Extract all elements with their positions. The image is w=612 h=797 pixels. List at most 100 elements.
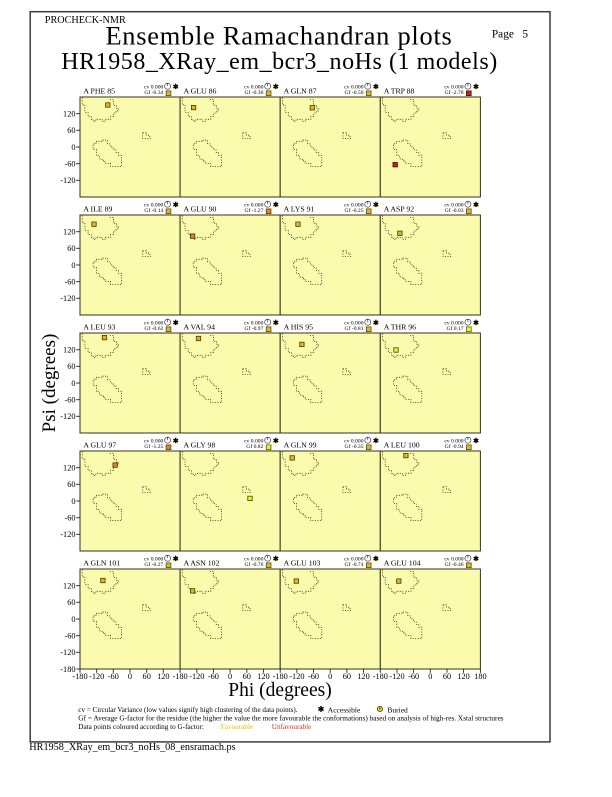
svg-text:0: 0	[228, 672, 232, 681]
svg-text:0: 0	[428, 672, 432, 681]
svg-text:Phi (degrees): Phi (degrees)	[228, 680, 331, 701]
svg-text:A ILE 89: A ILE 89	[83, 205, 112, 214]
svg-text:A LYS 91: A LYS 91	[284, 205, 315, 214]
svg-text:Gf -0.34: Gf -0.34	[144, 89, 163, 96]
svg-text:-60: -60	[64, 632, 75, 641]
svg-text:A TRP 88: A TRP 88	[384, 87, 415, 96]
svg-text:0: 0	[71, 615, 75, 624]
svg-text:0: 0	[71, 497, 75, 506]
svg-text:-180: -180	[72, 672, 87, 681]
svg-text:cv 0.000: cv 0.000	[444, 556, 463, 562]
svg-text:Gf -0.35: Gf -0.35	[345, 443, 364, 450]
svg-text:cv 0.000: cv 0.000	[144, 320, 163, 326]
svg-text:-60: -60	[64, 160, 75, 169]
svg-text:120: 120	[357, 672, 369, 681]
svg-text:-120: -120	[389, 672, 404, 681]
svg-text:0: 0	[328, 672, 332, 681]
svg-text:120: 120	[63, 582, 75, 591]
svg-text:Gf -0.94: Gf -0.94	[445, 443, 464, 450]
svg-text:cv 0.000: cv 0.000	[344, 84, 363, 90]
svg-text:A THR 96: A THR 96	[384, 323, 416, 332]
svg-text:A ASP 92: A ASP 92	[384, 205, 415, 214]
svg-text:Gf -0.03: Gf -0.03	[445, 207, 464, 214]
svg-text:A HIS 95: A HIS 95	[284, 323, 314, 332]
svg-text:-120: -120	[60, 648, 75, 657]
svg-text:-120: -120	[60, 176, 75, 185]
svg-text:A GLU 97: A GLU 97	[83, 441, 116, 450]
svg-text:180: 180	[474, 672, 486, 681]
svg-text:cv 0.000: cv 0.000	[444, 202, 463, 208]
svg-text:-60: -60	[408, 672, 419, 681]
svg-text:-120: -120	[60, 412, 75, 421]
svg-text:Gf -1.25: Gf -1.25	[144, 443, 163, 450]
svg-text:-60: -60	[64, 278, 75, 287]
svg-text:cv 0.000: cv 0.000	[144, 556, 163, 562]
svg-text:A LEU 100: A LEU 100	[384, 441, 420, 450]
svg-text:60: 60	[67, 244, 75, 253]
svg-text:A GLU 90: A GLU 90	[184, 205, 217, 214]
svg-text:Gf -0.97: Gf -0.97	[244, 325, 263, 332]
svg-text:A PHE 85: A PHE 85	[83, 87, 115, 96]
svg-text:cv 0.000: cv 0.000	[344, 438, 363, 444]
svg-text:60: 60	[143, 672, 151, 681]
svg-text:PROCHECK-NMR: PROCHECK-NMR	[45, 15, 126, 26]
svg-text:Gf -0.76: Gf -0.76	[244, 561, 263, 568]
svg-text:Page 5: Page 5	[492, 29, 528, 41]
svg-text:Gf -0.50: Gf -0.50	[345, 89, 364, 96]
svg-text:cv 0.000: cv 0.000	[444, 438, 463, 444]
svg-text:Gf -0.14: Gf -0.14	[144, 207, 163, 214]
svg-text:cv = Circular Variance (low va: cv = Circular Variance (low values signi…	[78, 706, 297, 714]
svg-text:0: 0	[71, 261, 75, 270]
svg-text:cv 0.000: cv 0.000	[344, 320, 363, 326]
svg-text:Gf -0.62: Gf -0.62	[144, 325, 163, 332]
svg-text:cv 0.000: cv 0.000	[244, 84, 263, 90]
svg-text:Gf -0.74: Gf -0.74	[345, 561, 364, 568]
svg-text:Psi (degrees): Psi (degrees)	[39, 334, 60, 433]
svg-text:Data points coloured according: Data points coloured according to G-fact…	[78, 723, 204, 731]
svg-text:60: 60	[243, 672, 251, 681]
svg-text:0: 0	[71, 143, 75, 152]
svg-text:A GLU 103: A GLU 103	[284, 559, 321, 568]
svg-text:cv 0.000: cv 0.000	[144, 202, 163, 208]
svg-text:Unfavourable: Unfavourable	[272, 723, 312, 731]
svg-text:cv 0.000: cv 0.000	[344, 556, 363, 562]
svg-text:-180: -180	[273, 672, 288, 681]
svg-text:60: 60	[67, 362, 75, 371]
svg-text:Gf -0.27: Gf -0.27	[144, 561, 163, 568]
svg-text:Buried: Buried	[387, 705, 408, 714]
svg-text:Gf -0.36: Gf -0.36	[244, 89, 263, 96]
svg-text:-120: -120	[60, 294, 75, 303]
svg-text:0: 0	[128, 672, 132, 681]
svg-text:Gf 0.82: Gf 0.82	[246, 443, 263, 450]
svg-text:-180: -180	[373, 672, 388, 681]
svg-text:60: 60	[67, 480, 75, 489]
svg-text:-180: -180	[172, 672, 187, 681]
svg-text:A GLN 101: A GLN 101	[83, 559, 120, 568]
svg-text:-60: -60	[208, 672, 219, 681]
svg-text:-60: -60	[308, 672, 319, 681]
svg-text:cv 0.000: cv 0.000	[144, 438, 163, 444]
svg-text:cv 0.000: cv 0.000	[244, 438, 263, 444]
svg-text:60: 60	[443, 672, 451, 681]
svg-text:120: 120	[63, 346, 75, 355]
svg-text:-120: -120	[289, 672, 304, 681]
svg-text:-60: -60	[64, 396, 75, 405]
svg-text:Gf = Average G-factor for the: Gf = Average G-factor for the residue (t…	[78, 713, 503, 722]
svg-text:-120: -120	[60, 530, 75, 539]
svg-text:A GLY 98: A GLY 98	[184, 441, 216, 450]
svg-text:A GLN 87: A GLN 87	[284, 87, 317, 96]
svg-text:cv 0.000: cv 0.000	[244, 202, 263, 208]
svg-text:60: 60	[67, 598, 75, 607]
svg-text:A GLU 104: A GLU 104	[384, 559, 421, 568]
svg-text:120: 120	[257, 672, 269, 681]
svg-text:-120: -120	[89, 672, 104, 681]
svg-text:A ASN 102: A ASN 102	[184, 559, 220, 568]
svg-text:Gf -1.27: Gf -1.27	[244, 207, 263, 214]
svg-text:A VAL 94: A VAL 94	[184, 323, 216, 332]
svg-text:Gf -0.46: Gf -0.46	[445, 561, 464, 568]
svg-text:HR1958_XRay_em_bcr3_noHs (1 mo: HR1958_XRay_em_bcr3_noHs (1 models)	[61, 49, 498, 75]
svg-text:-120: -120	[189, 672, 204, 681]
svg-text:-60: -60	[108, 672, 119, 681]
svg-text:Favourable: Favourable	[221, 723, 253, 731]
svg-text:120: 120	[63, 464, 75, 473]
